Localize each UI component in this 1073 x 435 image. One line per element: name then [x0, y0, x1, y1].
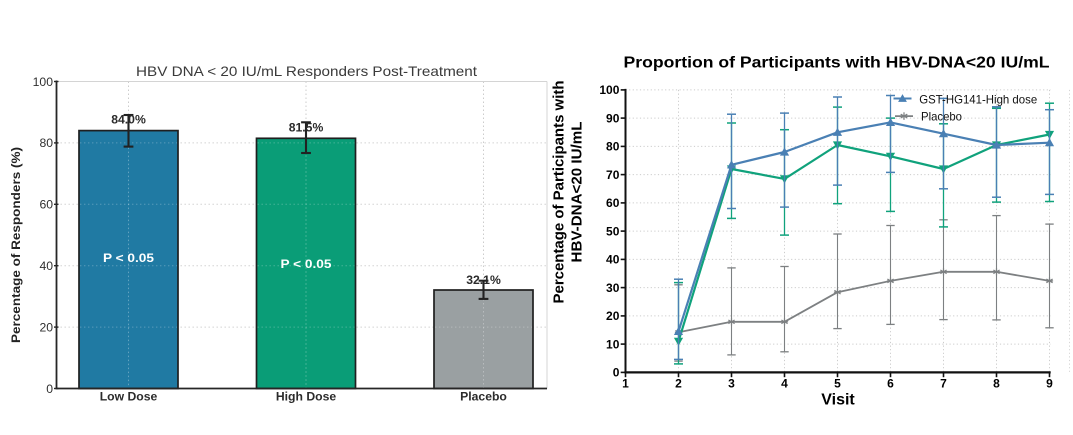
svg-text:HBV-DNA<20 IU/mL: HBV-DNA<20 IU/mL — [569, 122, 586, 263]
svg-text:30: 30 — [606, 281, 620, 295]
svg-text:10: 10 — [606, 337, 620, 351]
svg-text:P < 0.05: P < 0.05 — [103, 253, 155, 265]
svg-text:2: 2 — [675, 377, 682, 391]
svg-text:9: 9 — [1046, 377, 1053, 391]
svg-text:4: 4 — [781, 377, 788, 391]
svg-text:6: 6 — [887, 377, 894, 391]
svg-text:100: 100 — [33, 75, 54, 89]
svg-text:60: 60 — [606, 196, 620, 210]
svg-text:32.1%: 32.1% — [466, 273, 501, 287]
svg-text:0: 0 — [46, 382, 53, 396]
svg-text:20: 20 — [39, 320, 53, 334]
svg-text:Placebo: Placebo — [921, 110, 962, 124]
svg-text:40: 40 — [39, 259, 53, 273]
svg-text:5: 5 — [834, 377, 841, 391]
svg-text:1: 1 — [622, 377, 629, 391]
svg-text:P < 0.05: P < 0.05 — [281, 259, 333, 271]
svg-text:20: 20 — [606, 309, 620, 323]
svg-text:3: 3 — [728, 377, 735, 391]
svg-text:High Dose: High Dose — [276, 390, 336, 404]
svg-text:80: 80 — [39, 136, 53, 150]
svg-text:HBV DNA < 20 IU/mL Responders: HBV DNA < 20 IU/mL Responders Post-Treat… — [136, 63, 477, 79]
svg-text:Low Dose: Low Dose — [100, 390, 158, 404]
svg-text:Percentage of Participants wit: Percentage of Participants with — [551, 81, 568, 304]
svg-text:60: 60 — [39, 198, 53, 212]
svg-text:70: 70 — [606, 168, 620, 182]
svg-text:Visit: Visit — [821, 392, 855, 409]
svg-text:8: 8 — [993, 377, 1000, 391]
svg-text:81.5%: 81.5% — [289, 121, 324, 135]
svg-text:84.0%: 84.0% — [111, 113, 146, 127]
svg-text:100: 100 — [599, 83, 619, 97]
svg-text:50: 50 — [606, 224, 620, 238]
svg-text:90: 90 — [606, 111, 620, 125]
svg-text:Proportion of Participants wit: Proportion of Participants with HBV-DNA<… — [624, 55, 1050, 72]
svg-text:7: 7 — [940, 377, 947, 391]
svg-text:0: 0 — [613, 366, 620, 380]
svg-text:GST-HG141-High dose: GST-HG141-High dose — [919, 93, 1037, 107]
svg-text:Placebo: Placebo — [460, 390, 507, 404]
svg-text:Percentage of Responders (%): Percentage of Responders (%) — [9, 147, 23, 343]
svg-text:40: 40 — [606, 253, 620, 267]
svg-text:80: 80 — [606, 140, 620, 154]
